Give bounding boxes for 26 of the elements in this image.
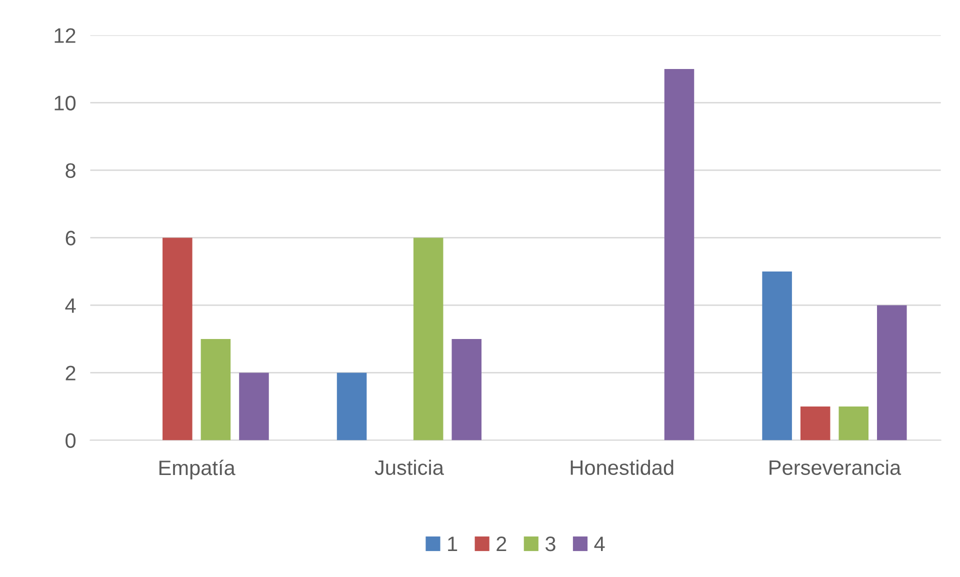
x-tick-label: Honestidad xyxy=(570,460,674,475)
legend-label: 1 xyxy=(448,536,458,552)
bar xyxy=(762,271,792,440)
y-tick-label: 4 xyxy=(65,298,76,313)
bar xyxy=(239,372,269,440)
y-tick-label: 12 xyxy=(54,28,76,43)
legend-label: 4 xyxy=(594,536,605,552)
bar xyxy=(800,406,830,440)
bar xyxy=(336,372,367,440)
bar xyxy=(838,406,868,440)
bar xyxy=(452,338,482,440)
x-tick-label: Perseverancia xyxy=(770,460,902,475)
bar xyxy=(664,68,694,440)
y-tick-label: 6 xyxy=(66,230,76,246)
y-tick-label: 10 xyxy=(54,96,76,110)
legend-label: 3 xyxy=(545,536,556,552)
bar xyxy=(413,238,444,440)
y-tick-label: 8 xyxy=(66,163,76,178)
bar xyxy=(162,238,192,440)
x-tick-label: Empatía xyxy=(159,460,236,480)
bar xyxy=(877,305,907,440)
y-tick-label: 2 xyxy=(66,366,76,380)
legend-label: 2 xyxy=(496,536,506,552)
bar xyxy=(200,338,231,440)
y-tick-label: 0 xyxy=(66,433,76,448)
x-tick-label: Justicia xyxy=(374,460,444,475)
